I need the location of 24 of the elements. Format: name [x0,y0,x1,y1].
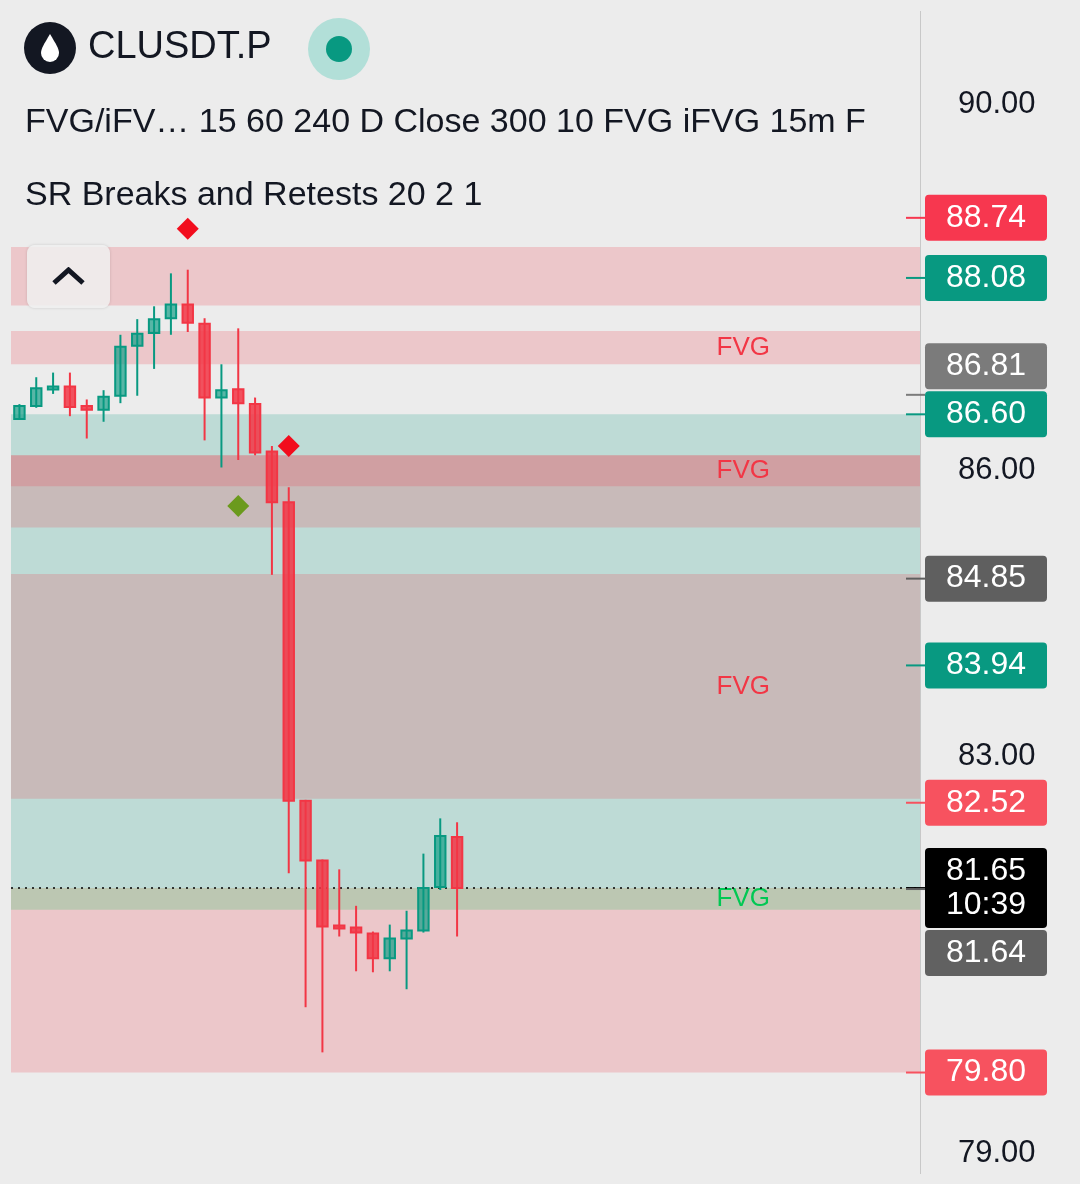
ref-line-label: 86.60 [945,394,1027,431]
y-tick-label: 90.00 [958,84,1036,120]
annotation: SR Breaks and Retests 20 2 1 [25,174,483,213]
band-label: FVG [716,330,770,361]
text: FVG/iFV… 15 60 240 D Close 300 10 FVG iFVG 15m F [25,101,866,140]
y-tick-label: 83.00 [958,736,1036,772]
point [227,494,250,517]
ref-line-label: 84.85 [945,558,1027,595]
ref-line-label: 81.65 10:39 [945,850,1027,921]
point [176,217,199,240]
band-label: FVG [716,882,770,913]
y-tick-label: 86.00 [958,450,1036,486]
ref-line-label: 83.94 [945,645,1027,682]
ref-line-label: 86.81 [945,346,1027,383]
band-label: FVG [716,453,770,484]
point [277,434,300,457]
ref-line-label: 88.08 [945,257,1027,294]
y-tick-label: 79.00 [958,1134,1036,1170]
ref-line-label: 81.64 [945,932,1027,969]
ref-line-label: 79.80 [945,1052,1027,1089]
ref-line-label: 82.52 [945,782,1027,819]
band-label: FVG [716,669,770,700]
chart-title: CLUSDT.P [88,24,272,67]
ref-line-label: 88.74 [945,197,1027,234]
